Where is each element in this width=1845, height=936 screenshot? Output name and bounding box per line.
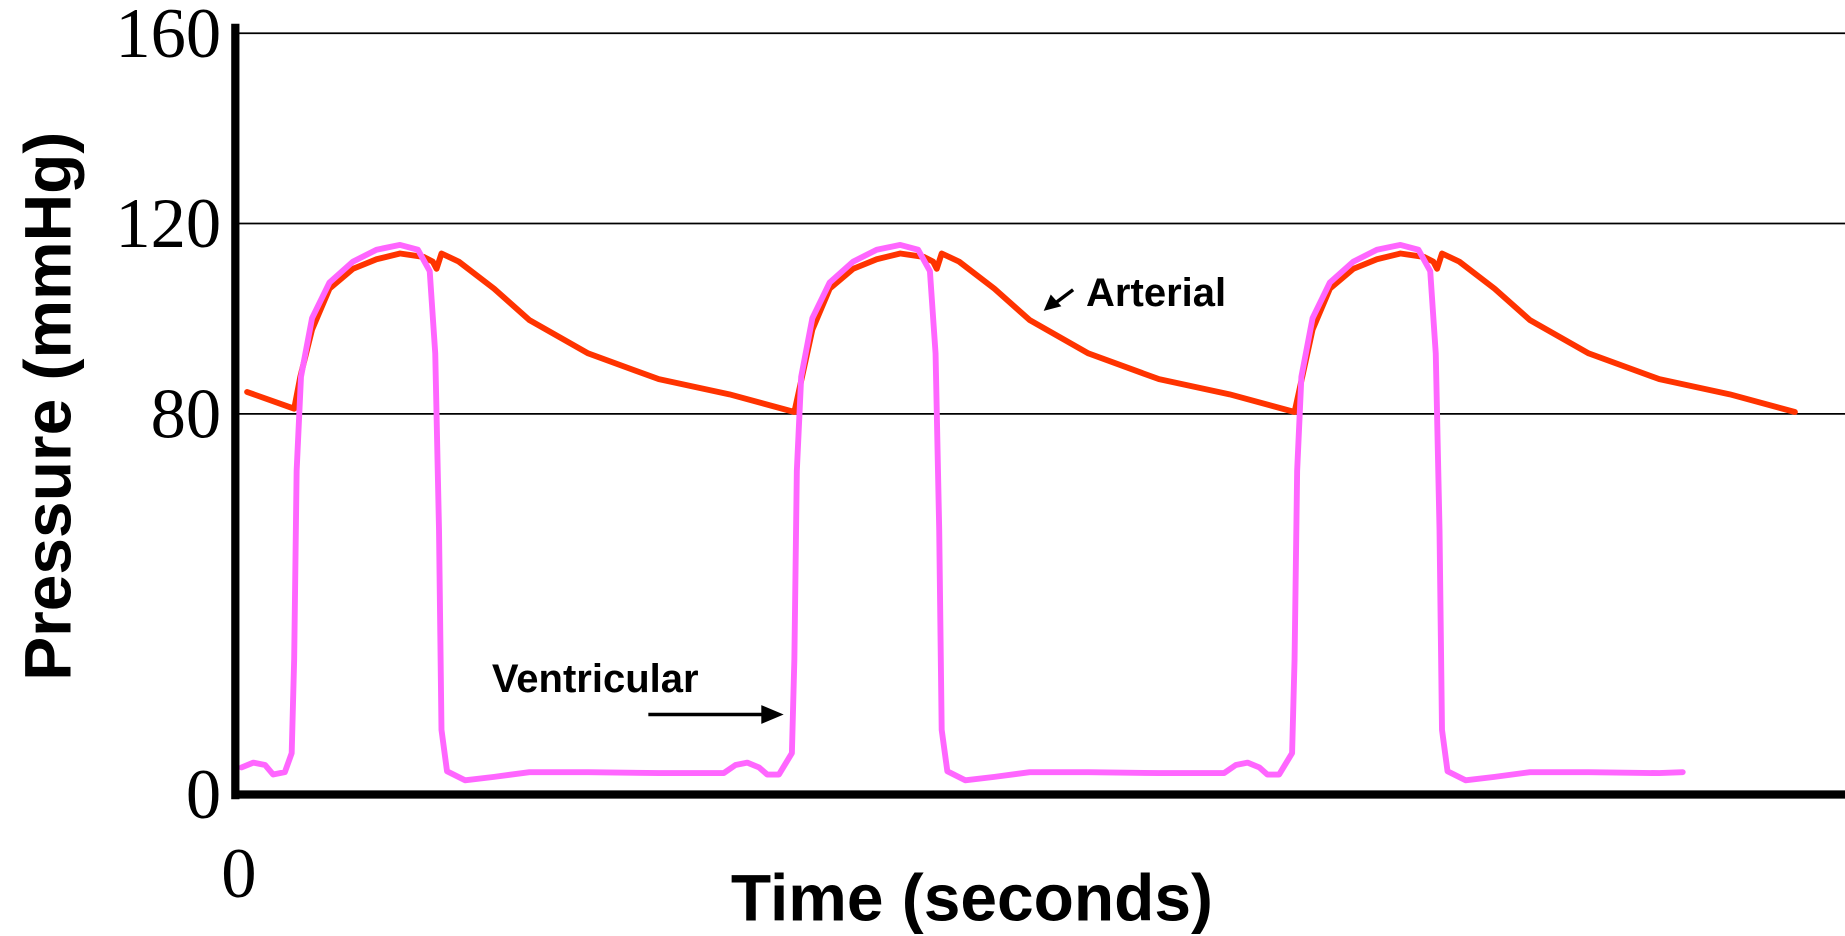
arrow: [1043, 288, 1075, 311]
line-series: [238, 241, 1686, 784]
x-axis-label: Time (seconds): [731, 860, 1213, 934]
annotation: Ventricular: [492, 657, 699, 701]
annotation: Arterial: [1086, 271, 1226, 315]
arrow: [648, 705, 784, 724]
y-axis-label: Pressure (mmHg): [11, 132, 85, 681]
lines: [238, 241, 1798, 784]
line-series: [244, 250, 1798, 415]
y-tick-label: 160: [115, 0, 221, 73]
x-tick-label: 0: [221, 835, 256, 913]
y-tick-label: 0: [186, 756, 221, 834]
y-tick-label: 120: [115, 185, 221, 263]
y-tick-label: 80: [151, 375, 222, 453]
grid: [235, 32, 1845, 796]
